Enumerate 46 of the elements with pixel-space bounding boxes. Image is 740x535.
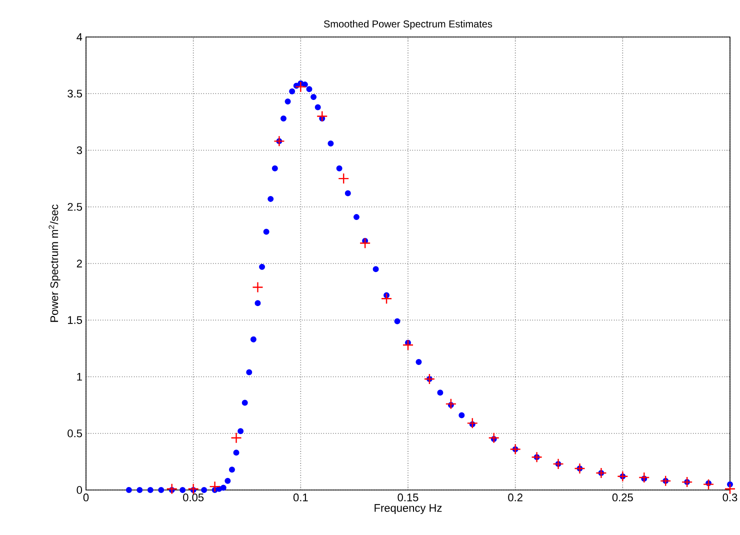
x-tick-label: 0.1 [293,494,308,502]
y-tick-label: 3 [76,146,82,154]
point [596,467,607,479]
point [380,292,392,304]
y-tick-label: 0 [76,486,82,494]
y-tick-label: 4 [76,33,82,41]
point [702,478,714,490]
x-tick-label: 0.3 [722,494,738,502]
point [209,480,220,492]
point [359,238,371,249]
x-tick-label: 0 [83,494,89,502]
x-tick-label: 0.25 [612,494,633,502]
point [424,373,436,385]
point [552,458,564,470]
point [402,339,414,351]
y-tick-label: 2 [76,260,82,268]
point [574,462,586,474]
y-axis-title: Power Spectrum m$^{2}$/sec [48,204,60,322]
x-tick-label: 0.05 [183,494,204,502]
chart-title: Smoothed Power Spectrum Estimates [324,20,492,30]
point [316,110,328,122]
point [510,444,521,455]
y-tick-label: 0.5 [68,429,82,438]
point [638,472,650,484]
point [445,398,457,410]
point [274,136,285,147]
x-axis-title: Frequency Hz [374,504,442,514]
point [230,432,242,444]
point [617,470,628,482]
x-tick-label: 0.2 [508,494,522,502]
point [338,172,350,184]
y-tick-label: 1 [77,372,82,381]
point [466,418,478,429]
y-tick-label: 3.5 [68,90,82,98]
point [681,476,693,488]
point [660,475,672,487]
point [295,81,306,92]
y-tick-label: 2.5 [68,202,82,211]
x-tick-label: 0.15 [398,494,418,502]
point [488,432,500,444]
point [724,483,736,494]
point [166,483,178,494]
point [188,483,199,494]
point [531,452,542,463]
point [252,282,264,293]
y-tick-label: 1.5 [68,316,82,324]
